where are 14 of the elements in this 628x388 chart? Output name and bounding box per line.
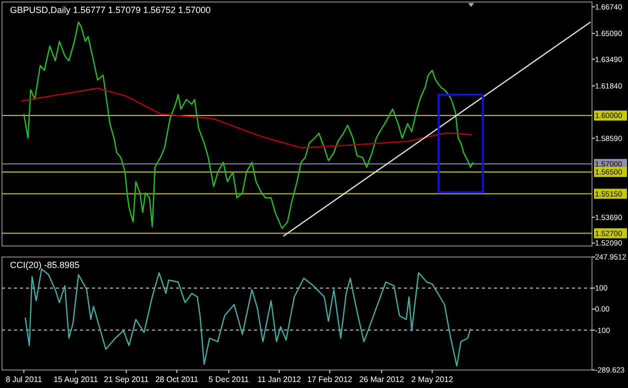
x-tick-label: 11 Jan 2012 xyxy=(258,375,302,384)
x-tick-label: 26 Mar 2012 xyxy=(359,375,405,384)
line-series xyxy=(20,88,472,148)
x-tick-label: 15 Aug 2011 xyxy=(54,375,98,384)
line-series xyxy=(24,268,472,367)
chart-title: CCI(20) -85.8985 xyxy=(10,260,80,270)
x-tick-label: 8 Jul 2011 xyxy=(6,375,43,384)
x-tick-label: 17 Feb 2012 xyxy=(307,375,353,384)
x-tick-label: 5 Dec 2011 xyxy=(208,375,250,384)
chart-title: GBPUSD,Daily 1.56777 1.57079 1.56752 1.57000 xyxy=(10,5,211,15)
x-tick-label: 2 May 2012 xyxy=(411,375,454,384)
line-series xyxy=(23,21,474,230)
x-tick-label: 28 Oct 2011 xyxy=(155,375,199,384)
x-tick-label: 21 Sep 2011 xyxy=(104,375,150,384)
